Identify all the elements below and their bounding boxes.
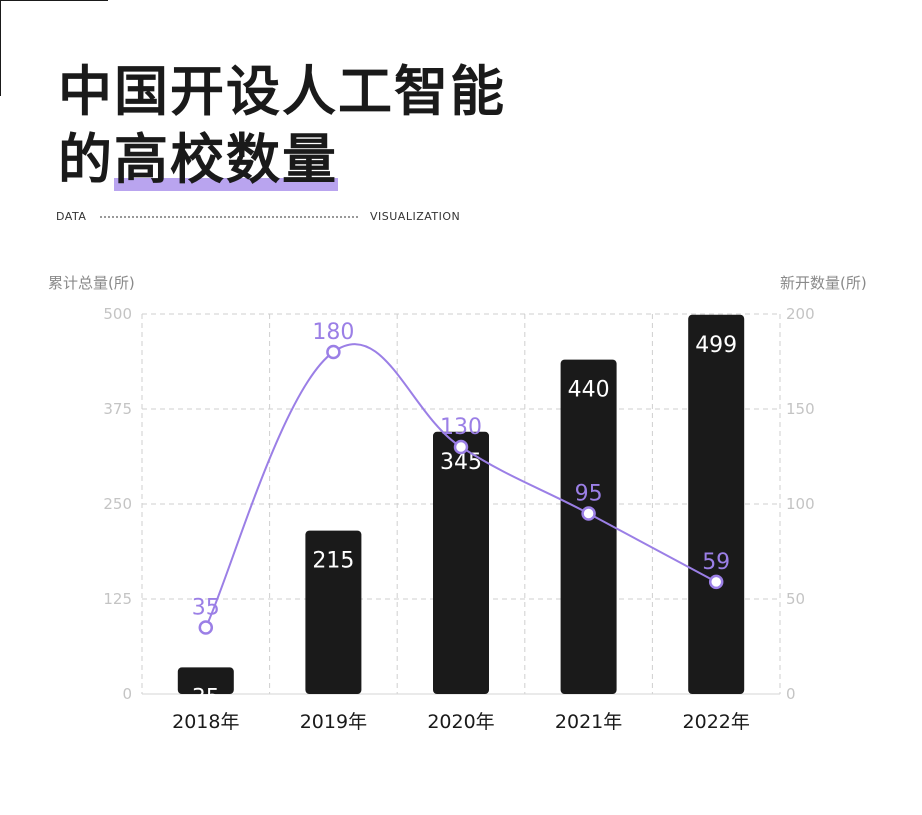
title-line-2-highlight: 高校数量 xyxy=(114,128,338,191)
right-tick-label: 50 xyxy=(786,590,805,608)
x-tick-label: 2019年 xyxy=(300,711,367,733)
title-line-2-plain: 的 xyxy=(58,128,114,191)
right-tick-label: 150 xyxy=(786,400,815,418)
line-point xyxy=(198,620,214,635)
bar xyxy=(433,431,489,694)
bar-value-label: 440 xyxy=(568,378,610,403)
x-tick-label: 2021年 xyxy=(555,711,622,733)
corner-frame-horizontal xyxy=(0,0,108,1)
right-tick-label: 100 xyxy=(786,495,815,513)
new-count-line xyxy=(204,343,717,628)
title-line-1: 中国开设人工智能 xyxy=(58,60,506,123)
subtitle-visualization: VISUALIZATION xyxy=(370,210,461,223)
line-point xyxy=(326,344,341,360)
bar-value-label: 35 xyxy=(192,685,220,710)
line-value-label: 59 xyxy=(702,550,730,575)
line-value-label: 35 xyxy=(192,596,220,621)
left-axis-title: 累计总量(所) xyxy=(48,274,135,292)
subtitle-data: DATA xyxy=(56,210,87,223)
subtitle-dotted-divider xyxy=(100,216,358,218)
line-value-label: 180 xyxy=(312,320,354,345)
line-point xyxy=(708,574,724,590)
line-point xyxy=(581,506,596,521)
x-tick-label: 2022年 xyxy=(683,711,750,733)
x-tick-label: 2018年 xyxy=(172,711,239,733)
left-tick-label: 375 xyxy=(103,400,132,418)
corner-frame-vertical xyxy=(0,0,1,96)
line-value-label: 130 xyxy=(440,415,482,440)
title-line-2: 的高校数量 xyxy=(58,126,506,194)
x-tick-label: 2020年 xyxy=(427,711,494,733)
left-tick-label: 500 xyxy=(103,305,132,323)
bar-value-label: 499 xyxy=(695,333,737,358)
left-tick-label: 125 xyxy=(103,590,132,608)
left-tick-label: 250 xyxy=(103,495,132,513)
chart-title: 中国开设人工智能 的高校数量 xyxy=(58,58,506,194)
bar xyxy=(688,314,745,694)
line-value-label: 95 xyxy=(575,482,603,507)
bar-value-label: 215 xyxy=(312,549,354,574)
left-tick-label: 0 xyxy=(122,685,132,703)
line-point xyxy=(453,439,469,455)
right-tick-label: 0 xyxy=(786,685,796,703)
bar xyxy=(177,667,234,694)
bar xyxy=(560,359,617,694)
right-tick-label: 200 xyxy=(786,305,815,323)
right-axis-title: 新开数量(所) xyxy=(780,274,867,292)
bar xyxy=(305,530,362,694)
